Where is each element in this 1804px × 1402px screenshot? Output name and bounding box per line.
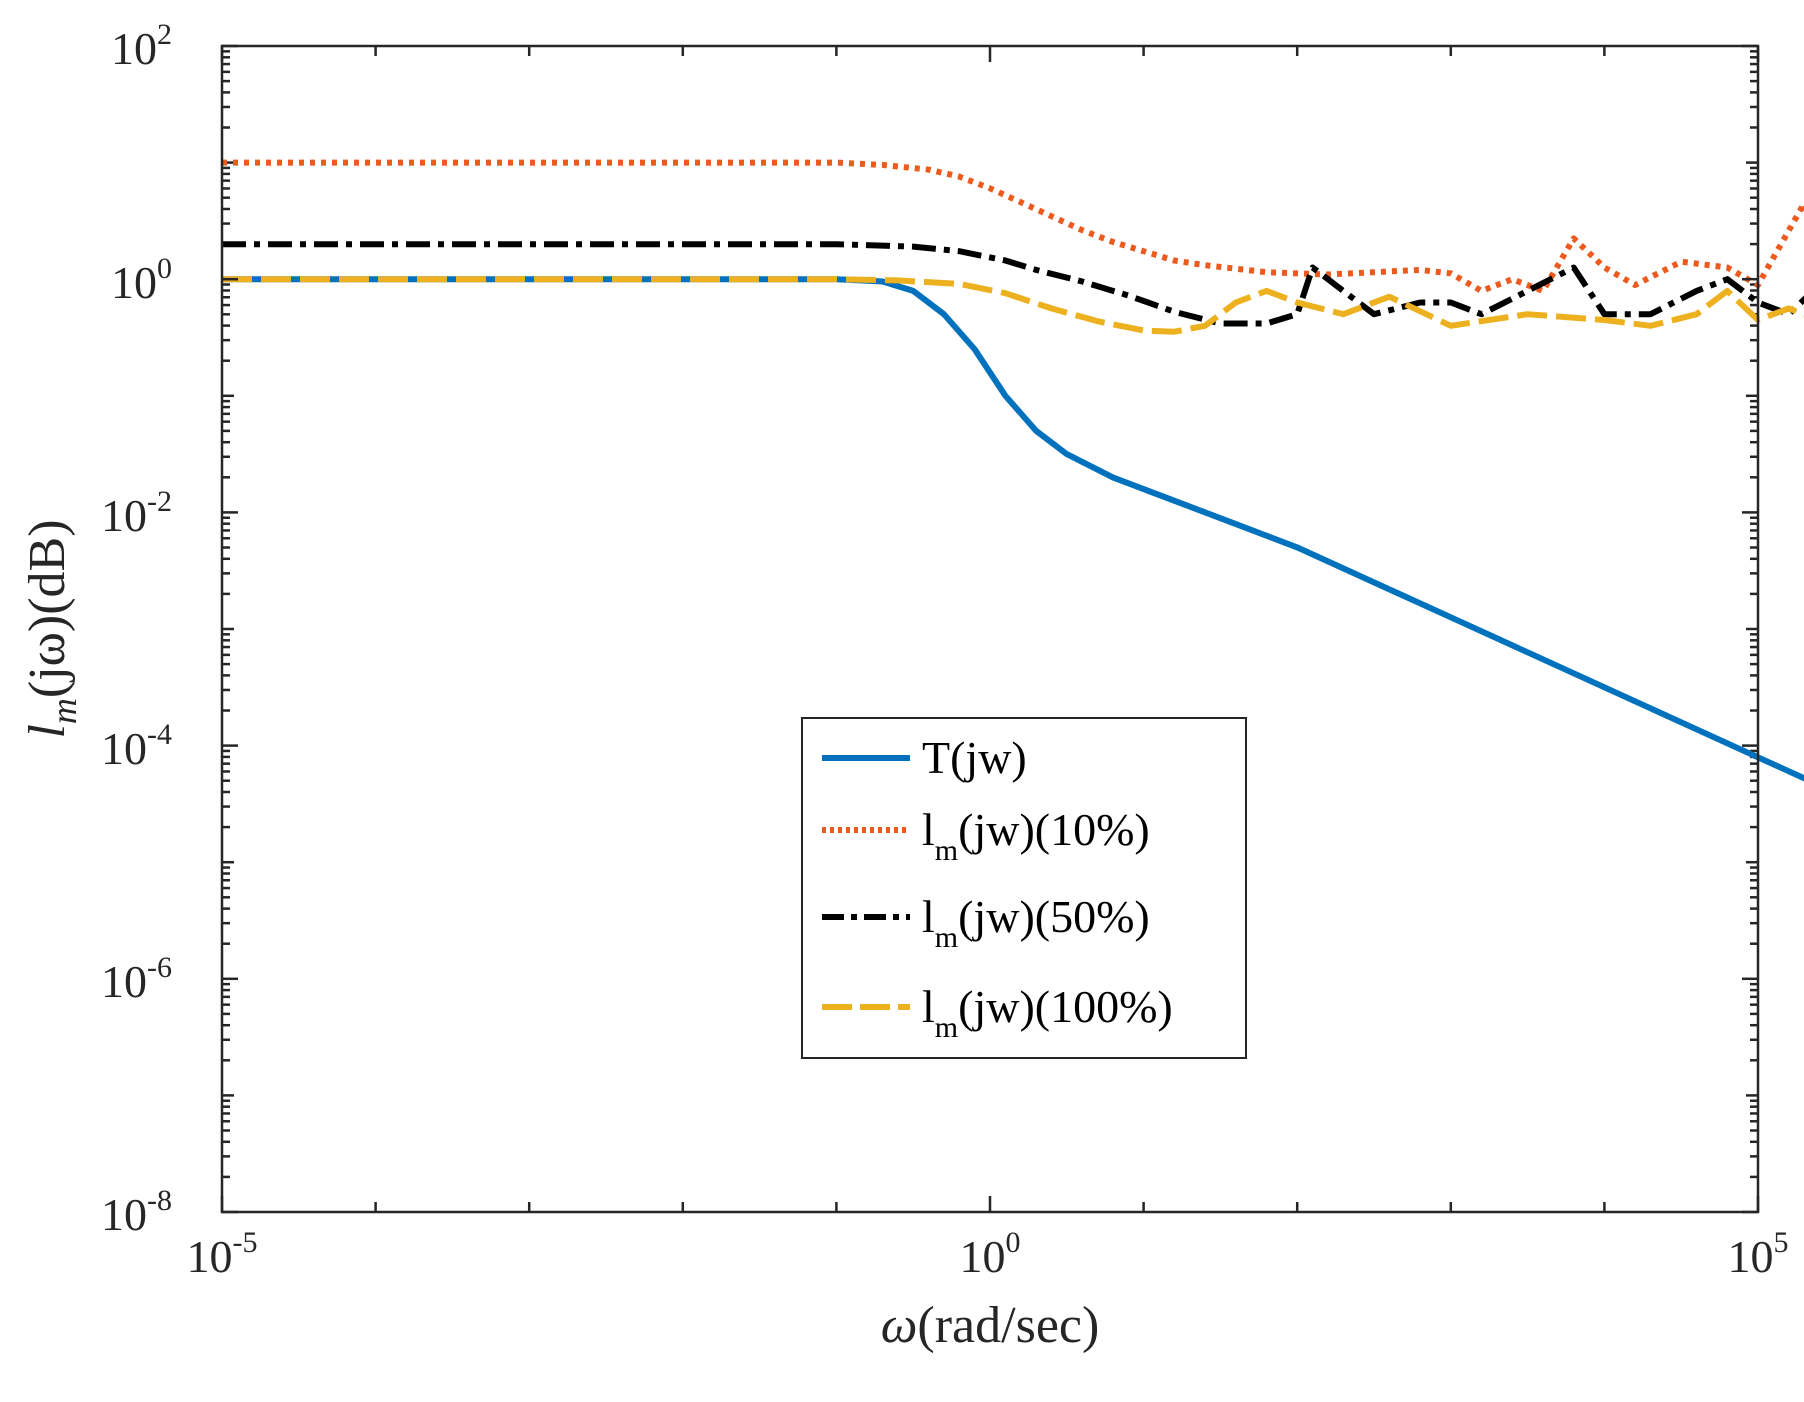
y-tick-label: 102 xyxy=(111,18,172,74)
y-tick-label: 10-2 xyxy=(101,485,172,541)
series-line-lm-50pct xyxy=(222,241,1804,327)
x-tick-label: 10-5 xyxy=(187,1226,258,1282)
y-tick-label: 100 xyxy=(111,252,172,308)
minor-ticks xyxy=(222,46,1758,1212)
x-tick-label: 105 xyxy=(1728,1226,1789,1282)
y-tick-label: 10-8 xyxy=(101,1184,172,1240)
major-ticks xyxy=(220,44,1760,1214)
y-axis-label: lm(jω)(dB) xyxy=(19,519,84,738)
y-tick-label: 10-4 xyxy=(101,718,172,774)
x-axis-label: ω(rad/sec) xyxy=(881,1297,1100,1354)
series-line-T-jw xyxy=(222,276,1804,782)
legend-label-T-jw: T(jw) xyxy=(922,732,1027,783)
legend-label-lm-10pct: lm(jw)(10%) xyxy=(922,804,1150,867)
legend-label-lm-50pct: lm(jw)(50%) xyxy=(922,891,1150,954)
x-tick-label: 100 xyxy=(960,1226,1021,1282)
x-tick-labels: 10-5 100 105 xyxy=(187,1226,1789,1282)
y-tick-labels: 10-8 10-6 10-4 10-2 100 102 xyxy=(101,18,172,1240)
legend: T(jw) lm(jw)(10%) lm(jw)(50%) lm(jw)(100… xyxy=(801,717,1247,1059)
y-tick-label: 10-6 xyxy=(101,951,172,1007)
legend-box xyxy=(801,717,1247,1059)
legend-label-lm-100pct: lm(jw)(100%) xyxy=(922,981,1173,1044)
